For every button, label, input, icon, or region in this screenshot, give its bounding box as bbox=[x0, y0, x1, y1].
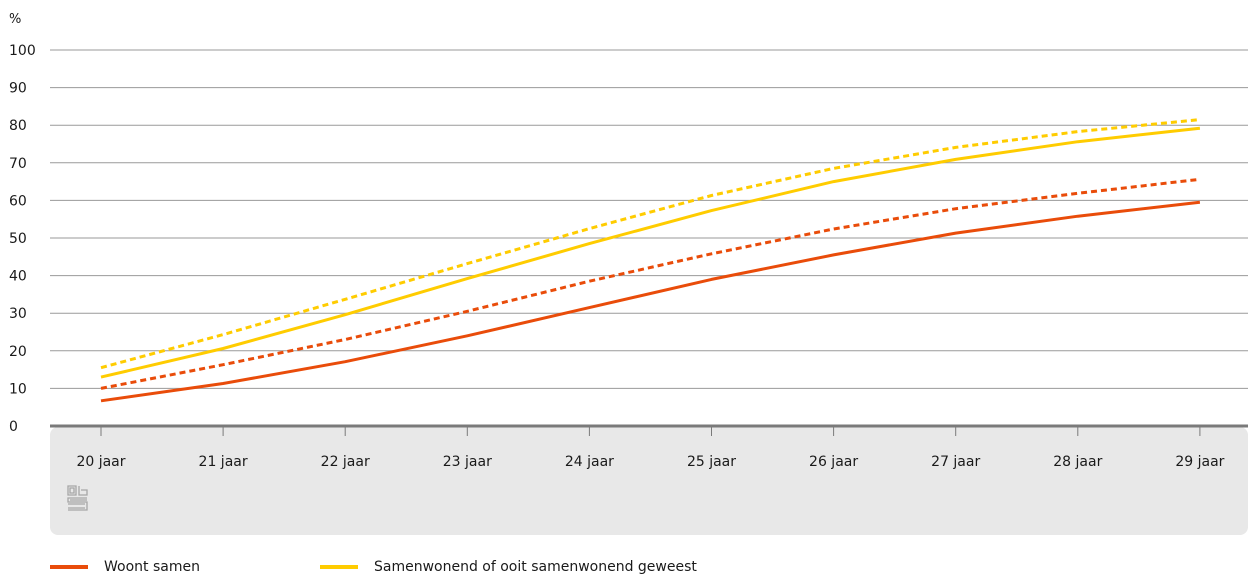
legend: Woont samen Samenwonend of ooit samenwon… bbox=[50, 556, 697, 578]
y-tick-label: 90 bbox=[9, 81, 27, 97]
x-tick-label: 26 jaar bbox=[809, 454, 858, 470]
x-tick-label: 20 jaar bbox=[76, 454, 125, 470]
x-tick-label: 22 jaar bbox=[321, 454, 370, 470]
series-line-3-solid bbox=[100, 126, 1201, 379]
legend-label: Woont samen bbox=[104, 559, 200, 575]
y-axis-unit: % bbox=[9, 12, 21, 27]
y-axis-ticks: 0 10 20 30 40 50 60 70 80 90 100 bbox=[9, 43, 36, 435]
gridlines bbox=[50, 49, 1248, 389]
x-axis-band bbox=[50, 427, 1248, 535]
y-tick-label: 70 bbox=[9, 156, 27, 172]
y-tick-label: 0 bbox=[9, 419, 18, 435]
x-tick-label: 25 jaar bbox=[687, 454, 736, 470]
x-tick-label: 28 jaar bbox=[1053, 454, 1102, 470]
series-line-4-dotted bbox=[100, 118, 1201, 370]
y-tick-label: 60 bbox=[9, 193, 27, 209]
series-line-1-solid bbox=[100, 200, 1201, 403]
cbs-logo bbox=[67, 485, 88, 511]
legend-swatch-yellow bbox=[320, 565, 358, 569]
x-tick-label: 23 jaar bbox=[443, 454, 492, 470]
x-tick-label: 29 jaar bbox=[1175, 454, 1224, 470]
y-tick-label: 80 bbox=[9, 118, 27, 134]
x-tick-label: 24 jaar bbox=[565, 454, 614, 470]
y-tick-label: 40 bbox=[9, 269, 27, 285]
legend-swatch-orange bbox=[50, 565, 88, 569]
y-tick-label: 100 bbox=[9, 43, 36, 59]
series-lines bbox=[100, 118, 1201, 403]
series-line-2-dotted bbox=[100, 177, 1201, 390]
x-tick-label: 21 jaar bbox=[199, 454, 248, 470]
x-axis-ticks: 20 jaar 21 jaar 22 jaar 23 jaar 24 jaar 25 ja… bbox=[50, 424, 1248, 470]
y-tick-label: 50 bbox=[9, 231, 27, 247]
y-tick-label: 10 bbox=[9, 381, 27, 397]
legend-item-ooit-samenwonend: Samenwonend of ooit samenwonend geweest bbox=[320, 556, 697, 578]
x-tick-label: 27 jaar bbox=[931, 454, 980, 470]
y-tick-label: 20 bbox=[9, 344, 27, 360]
y-tick-label: 30 bbox=[9, 306, 27, 322]
legend-label: Samenwonend of ooit samenwonend geweest bbox=[374, 559, 697, 575]
legend-item-woont-samen: Woont samen bbox=[50, 556, 320, 578]
